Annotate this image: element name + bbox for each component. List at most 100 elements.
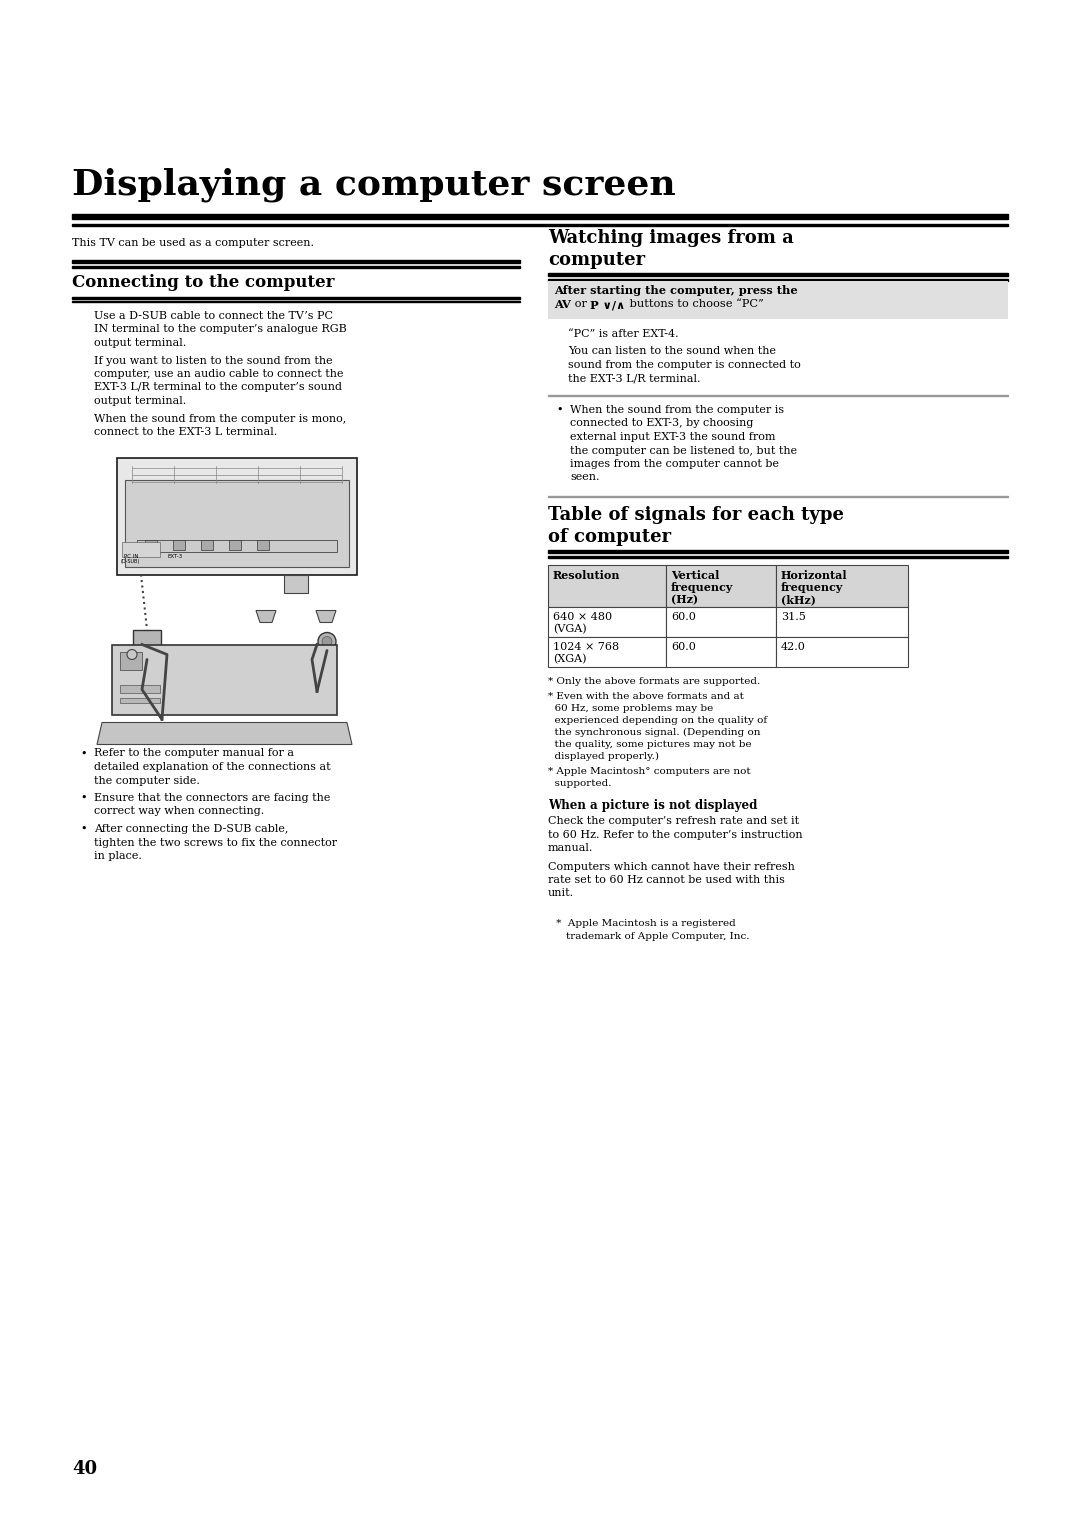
Text: trademark of Apple Computer, Inc.: trademark of Apple Computer, Inc.: [553, 932, 750, 941]
Text: When the sound from the computer is: When the sound from the computer is: [570, 405, 784, 416]
Text: the computer can be listened to, but the: the computer can be listened to, but the: [570, 446, 797, 455]
Text: Check the computer’s refresh rate and set it: Check the computer’s refresh rate and se…: [548, 816, 799, 827]
Text: Connecting to the computer: Connecting to the computer: [72, 274, 335, 290]
Text: experienced depending on the quality of: experienced depending on the quality of: [548, 717, 767, 724]
Text: (VGA): (VGA): [553, 623, 586, 634]
Polygon shape: [316, 611, 336, 622]
Text: Resolution: Resolution: [553, 570, 621, 581]
Bar: [72, 296, 519, 299]
Circle shape: [127, 649, 137, 660]
Bar: [666, 637, 777, 668]
Text: When a picture is not displayed: When a picture is not displayed: [548, 799, 757, 811]
Text: output terminal.: output terminal.: [94, 338, 186, 348]
Text: 42.0: 42.0: [781, 642, 806, 652]
Text: *  Apple Macintosh is a registered: * Apple Macintosh is a registered: [553, 918, 735, 927]
Text: (kHz): (kHz): [781, 594, 815, 605]
Text: connect to the EXT-3 L terminal.: connect to the EXT-3 L terminal.: [94, 426, 278, 437]
Text: 60 Hz, some problems may be: 60 Hz, some problems may be: [548, 704, 713, 714]
Text: Use a D-SUB cable to connect the TV’s PC: Use a D-SUB cable to connect the TV’s PC: [94, 312, 333, 321]
Text: You can listen to the sound when the: You can listen to the sound when the: [568, 347, 777, 356]
Bar: [229, 539, 241, 550]
Bar: [548, 607, 666, 637]
Text: After connecting the D-SUB cable,: After connecting the D-SUB cable,: [94, 824, 288, 834]
Text: 1024 × 768: 1024 × 768: [553, 642, 619, 652]
Text: frequency: frequency: [671, 582, 733, 593]
Bar: [72, 223, 1008, 226]
Text: When the sound from the computer is mono,: When the sound from the computer is mono…: [94, 414, 347, 423]
Bar: [120, 697, 160, 703]
Bar: [548, 550, 1008, 553]
Text: * Apple Macintosh° computers are not: * Apple Macintosh° computers are not: [548, 767, 751, 776]
Text: 640 × 480: 640 × 480: [553, 613, 612, 622]
Bar: [666, 565, 777, 607]
Bar: [548, 637, 666, 668]
Text: •: •: [556, 405, 563, 416]
Text: (Hz): (Hz): [671, 594, 698, 605]
Text: buttons to choose “PC”: buttons to choose “PC”: [625, 299, 764, 309]
Text: 40: 40: [72, 1459, 97, 1478]
Text: EXT-3: EXT-3: [167, 553, 183, 559]
Text: computer: computer: [548, 251, 645, 269]
Text: the quality, some pictures may not be: the quality, some pictures may not be: [548, 740, 752, 749]
Text: the EXT-3 L/R terminal.: the EXT-3 L/R terminal.: [568, 373, 701, 384]
Text: rate set to 60 Hz cannot be used with this: rate set to 60 Hz cannot be used with th…: [548, 876, 785, 885]
Text: “PC” is after EXT-4.: “PC” is after EXT-4.: [568, 329, 678, 339]
Text: or: or: [571, 299, 591, 309]
Text: in place.: in place.: [94, 851, 141, 860]
Text: connected to EXT-3, by choosing: connected to EXT-3, by choosing: [570, 419, 754, 428]
Text: seen.: seen.: [570, 472, 599, 483]
Text: * Only the above formats are supported.: * Only the above formats are supported.: [548, 677, 760, 686]
Bar: [201, 539, 213, 550]
Text: external input EXT-3 the sound from: external input EXT-3 the sound from: [570, 432, 775, 442]
Bar: [548, 281, 1008, 319]
Text: supported.: supported.: [548, 779, 611, 788]
Text: correct way when connecting.: correct way when connecting.: [94, 807, 265, 816]
Bar: [120, 685, 160, 692]
Bar: [137, 645, 157, 654]
Text: displayed properly.): displayed properly.): [548, 752, 659, 761]
Text: AV: AV: [554, 299, 571, 310]
Text: (D-SUB): (D-SUB): [121, 559, 140, 564]
Text: frequency: frequency: [781, 582, 843, 593]
Bar: [122, 541, 160, 556]
Text: Horizontal: Horizontal: [781, 570, 848, 581]
Text: sound from the computer is connected to: sound from the computer is connected to: [568, 361, 800, 370]
Text: Computers which cannot have their refresh: Computers which cannot have their refres…: [548, 862, 795, 871]
Text: tighten the two screws to fix the connector: tighten the two screws to fix the connec…: [94, 837, 337, 848]
Text: •: •: [80, 793, 86, 804]
Text: detailed explanation of the connections at: detailed explanation of the connections …: [94, 762, 330, 772]
Bar: [548, 272, 1008, 277]
Text: 31.5: 31.5: [781, 613, 806, 622]
Bar: [145, 539, 157, 550]
Text: computer, use an audio cable to connect the: computer, use an audio cable to connect …: [94, 368, 343, 379]
Circle shape: [318, 633, 336, 651]
Text: to 60 Hz. Refer to the computer’s instruction: to 60 Hz. Refer to the computer’s instru…: [548, 830, 802, 839]
Text: Table of signals for each type: Table of signals for each type: [548, 506, 843, 524]
Bar: [257, 539, 269, 550]
Circle shape: [322, 637, 332, 646]
Text: After starting the computer, press the: After starting the computer, press the: [554, 286, 798, 296]
Bar: [137, 539, 337, 552]
Text: output terminal.: output terminal.: [94, 396, 186, 406]
Text: EXT-3 L/R terminal to the computer’s sound: EXT-3 L/R terminal to the computer’s sou…: [94, 382, 342, 393]
Bar: [133, 630, 161, 660]
Text: Refer to the computer manual for a: Refer to the computer manual for a: [94, 749, 294, 758]
Text: Vertical: Vertical: [671, 570, 719, 581]
Bar: [666, 607, 777, 637]
Bar: [777, 637, 908, 668]
Bar: [173, 539, 185, 550]
Text: IN terminal to the computer’s analogue RGB: IN terminal to the computer’s analogue R…: [94, 324, 347, 335]
Polygon shape: [97, 723, 352, 744]
Text: the synchronous signal. (Depending on: the synchronous signal. (Depending on: [548, 727, 760, 736]
Bar: [120, 651, 141, 669]
Text: Ensure that the connectors are facing the: Ensure that the connectors are facing th…: [94, 793, 330, 804]
Bar: [284, 575, 308, 593]
Bar: [72, 260, 519, 263]
Text: 60.0: 60.0: [671, 642, 696, 652]
Text: (XGA): (XGA): [553, 654, 586, 665]
Text: •: •: [80, 749, 86, 758]
Text: images from the computer cannot be: images from the computer cannot be: [570, 458, 779, 469]
Bar: [72, 214, 1008, 219]
Bar: [548, 565, 666, 607]
Text: Watching images from a: Watching images from a: [548, 229, 794, 248]
